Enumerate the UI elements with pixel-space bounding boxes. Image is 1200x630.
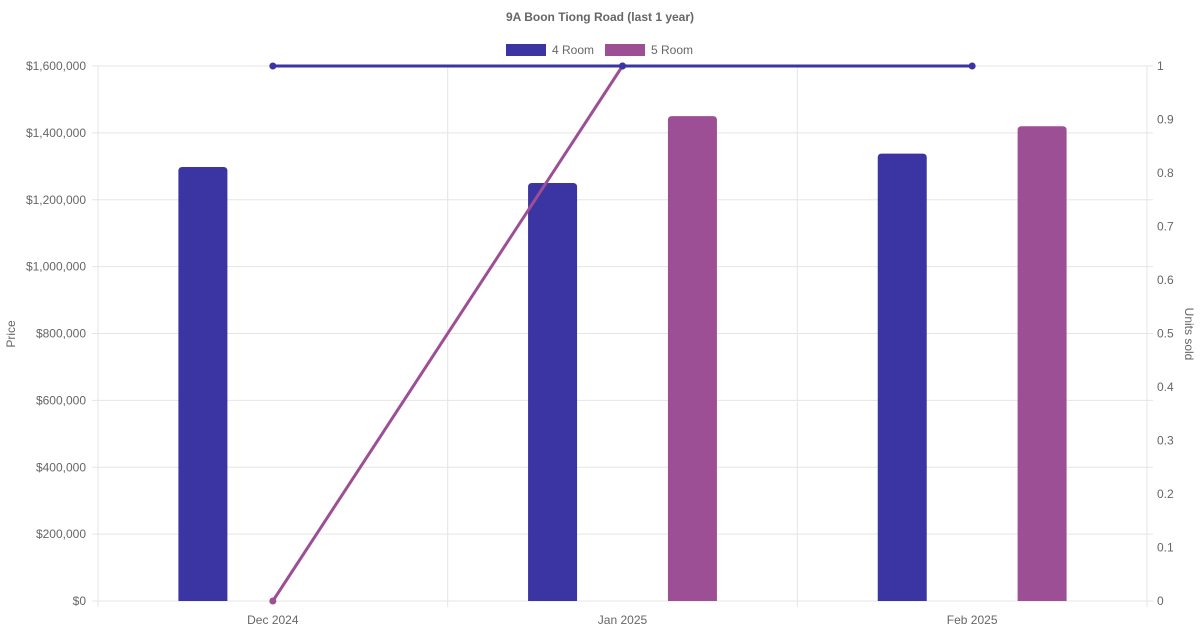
units-point <box>619 62 626 70</box>
unit-lines <box>269 62 976 605</box>
y-tick-label: $1,400,000 <box>26 126 86 140</box>
units-line <box>271 65 624 602</box>
bar <box>667 116 717 601</box>
legend-label: 4 Room <box>552 43 594 57</box>
legend-swatch <box>506 44 546 56</box>
y-tick-label: $600,000 <box>36 393 86 407</box>
y-axis-right: 0 0.1 0.2 0.3 0.4 0.5 0.6 0.7 0.8 0.9 1 <box>1157 59 1174 608</box>
bars <box>178 116 1067 601</box>
legend-item[interactable]: 4 Room <box>506 43 594 57</box>
y-axis-left: $0 $200,000 $400,000 $600,000 $800,000 $1,000… <box>26 59 86 608</box>
y2-tick-label: 0.6 <box>1157 273 1174 287</box>
legend-swatch <box>605 44 645 56</box>
x-tick-label: Jan 2025 <box>598 613 648 627</box>
y-tick-label: $1,200,000 <box>26 193 86 207</box>
legend-item[interactable]: 5 Room <box>605 43 693 57</box>
y2-tick-label: 0.5 <box>1157 327 1174 341</box>
y2-tick-label: 0.7 <box>1157 220 1174 234</box>
y2-tick-label: 0.4 <box>1157 380 1174 394</box>
legend-label: 5 Room <box>651 43 693 57</box>
y-tick-label: $1,000,000 <box>26 260 86 274</box>
y2-tick-label: 0.9 <box>1157 113 1174 127</box>
x-tick-label: Dec 2024 <box>247 613 299 627</box>
y2-tick-label: 0 <box>1157 594 1164 608</box>
grid-lines <box>92 65 1153 607</box>
y-axis-title: Price <box>4 320 18 348</box>
y-tick-label: $800,000 <box>36 327 86 341</box>
x-axis: Dec 2024 Jan 2025 Feb 2025 <box>247 613 998 627</box>
units-point <box>269 597 277 605</box>
units-point <box>269 62 277 70</box>
y-tick-label: $1,600,000 <box>26 59 86 73</box>
y2-tick-label: 0.3 <box>1157 434 1174 448</box>
y-tick-label: $400,000 <box>36 460 86 474</box>
y2-axis-title: Units sold <box>1182 308 1196 361</box>
bar <box>877 153 927 601</box>
bar <box>178 166 228 601</box>
y2-tick-label: 0.8 <box>1157 166 1174 180</box>
x-tick-label: Feb 2025 <box>947 613 998 627</box>
bar <box>1017 126 1067 601</box>
y2-tick-label: 0.2 <box>1157 487 1174 501</box>
bar <box>528 183 578 601</box>
y-tick-label: $0 <box>73 594 87 608</box>
y2-tick-label: 0.1 <box>1157 541 1174 555</box>
y-tick-label: $200,000 <box>36 527 86 541</box>
legend: 4 Room 5 Room <box>506 43 693 57</box>
y2-tick-label: 1 <box>1157 59 1164 73</box>
units-point <box>968 62 976 70</box>
chart-title: 9A Boon Tiong Road (last 1 year) <box>506 10 694 24</box>
